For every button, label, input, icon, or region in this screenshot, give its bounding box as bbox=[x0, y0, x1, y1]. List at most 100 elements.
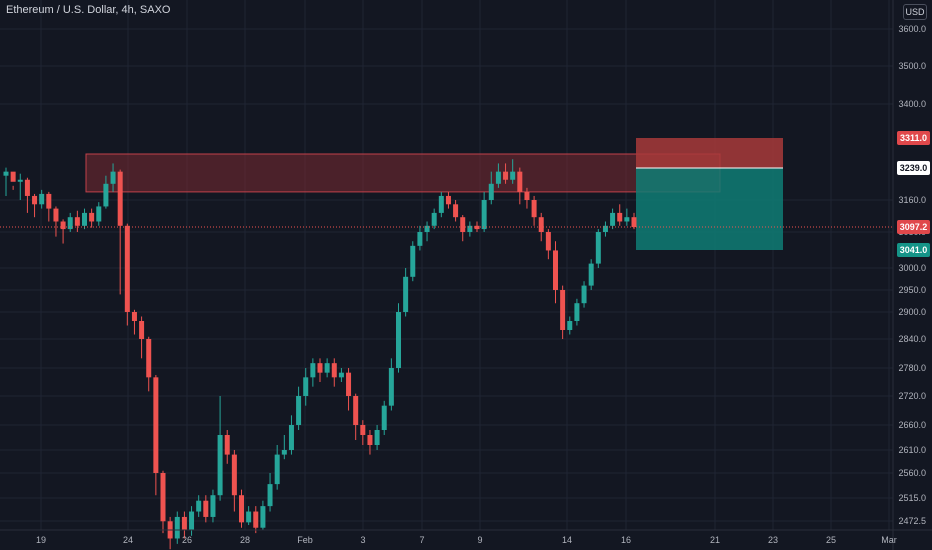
candle bbox=[3, 171, 9, 176]
price-tick-label: 2780.0 bbox=[898, 363, 926, 373]
time-tick-label: 3 bbox=[360, 535, 365, 545]
candle bbox=[331, 363, 337, 378]
candle bbox=[360, 425, 366, 435]
candle bbox=[267, 484, 273, 507]
candle bbox=[424, 225, 430, 232]
candle bbox=[281, 450, 287, 455]
candle bbox=[560, 290, 566, 330]
candle bbox=[624, 217, 630, 222]
candle bbox=[510, 171, 516, 180]
candle bbox=[17, 179, 23, 182]
candle bbox=[189, 511, 195, 531]
price-tick-label: 2472.5 bbox=[898, 516, 926, 526]
candle bbox=[595, 232, 601, 264]
candle bbox=[417, 232, 423, 246]
resistance-zone bbox=[85, 153, 721, 193]
candle bbox=[538, 217, 544, 232]
candle bbox=[574, 303, 580, 321]
candle bbox=[231, 454, 237, 496]
price-tick-label: 2610.0 bbox=[898, 445, 926, 455]
time-tick-label: 9 bbox=[477, 535, 482, 545]
price-tick-label: 2660.0 bbox=[898, 420, 926, 430]
price-tick-label: 2840.0 bbox=[898, 334, 926, 344]
candle bbox=[324, 363, 330, 373]
price-tick-label: 3160.0 bbox=[898, 195, 926, 205]
candle bbox=[174, 516, 180, 539]
candle bbox=[24, 179, 30, 196]
time-tick-label: 16 bbox=[621, 535, 631, 545]
candle bbox=[310, 363, 316, 378]
candle bbox=[217, 435, 223, 496]
candle bbox=[60, 221, 66, 230]
candle bbox=[367, 435, 373, 445]
time-tick-label: 24 bbox=[123, 535, 133, 545]
candle bbox=[181, 516, 187, 531]
candle bbox=[110, 171, 116, 184]
candle bbox=[82, 212, 87, 226]
time-tick-label: 25 bbox=[826, 535, 836, 545]
candle bbox=[602, 225, 608, 232]
time-tick-label: 26 bbox=[182, 535, 192, 545]
candle bbox=[260, 506, 266, 528]
currency-button[interactable]: USD bbox=[903, 4, 927, 20]
stop-loss-zone[interactable] bbox=[636, 138, 783, 168]
candle bbox=[353, 396, 359, 425]
candle bbox=[431, 212, 437, 226]
take-profit-zone[interactable] bbox=[636, 168, 783, 250]
entry-price-label: 3239.0 bbox=[900, 163, 928, 173]
stop-loss-badge bbox=[897, 131, 930, 145]
candle bbox=[96, 206, 102, 222]
candle bbox=[239, 495, 244, 523]
candle bbox=[403, 276, 409, 312]
price-tick-label: 3500.0 bbox=[898, 61, 926, 71]
price-tick-label: 3600.0 bbox=[898, 24, 926, 34]
price-tick-label: 2720.0 bbox=[898, 391, 926, 401]
last-price-price-label: 3097.2 bbox=[900, 222, 928, 232]
time-tick-label: 21 bbox=[710, 535, 720, 545]
time-tick-label: 7 bbox=[419, 535, 424, 545]
candle bbox=[32, 195, 38, 205]
candle bbox=[374, 430, 380, 445]
candle bbox=[610, 212, 616, 226]
candle bbox=[303, 377, 309, 396]
time-tick-label: Mar bbox=[881, 535, 897, 545]
take-profit-price-label: 3041.0 bbox=[900, 245, 928, 255]
candle bbox=[396, 312, 401, 368]
candle bbox=[553, 250, 558, 290]
candle bbox=[617, 212, 623, 222]
candle bbox=[67, 217, 73, 230]
candle bbox=[296, 396, 302, 425]
chart-title: Ethereum / U.S. Dollar, 4h, SAXO bbox=[6, 4, 171, 16]
time-tick-label: 23 bbox=[768, 535, 778, 545]
candle bbox=[196, 500, 202, 512]
candle bbox=[495, 171, 501, 184]
candle bbox=[46, 193, 52, 209]
candle bbox=[453, 204, 459, 218]
candle bbox=[274, 454, 280, 485]
time-tick-label: 28 bbox=[240, 535, 250, 545]
last-price-badge bbox=[897, 220, 930, 234]
candle bbox=[460, 217, 466, 232]
candle bbox=[153, 377, 159, 473]
candle bbox=[338, 372, 344, 378]
candle bbox=[10, 171, 16, 182]
price-tick-label: 2950.0 bbox=[898, 285, 926, 295]
entry-badge bbox=[897, 161, 930, 175]
price-tick-label: 2560.0 bbox=[898, 468, 926, 478]
candle bbox=[631, 217, 637, 228]
price-tick-label: 2900.0 bbox=[898, 307, 926, 317]
candle bbox=[74, 217, 80, 226]
candle bbox=[317, 363, 323, 373]
candle bbox=[517, 171, 523, 192]
candle bbox=[203, 500, 209, 517]
candle bbox=[146, 339, 152, 378]
time-tick-label: 19 bbox=[36, 535, 46, 545]
candle bbox=[481, 200, 487, 230]
candle bbox=[246, 511, 252, 523]
candle bbox=[467, 225, 473, 232]
candle bbox=[224, 435, 230, 455]
price-tick-label: 2515.0 bbox=[898, 493, 926, 503]
candle bbox=[139, 321, 145, 339]
